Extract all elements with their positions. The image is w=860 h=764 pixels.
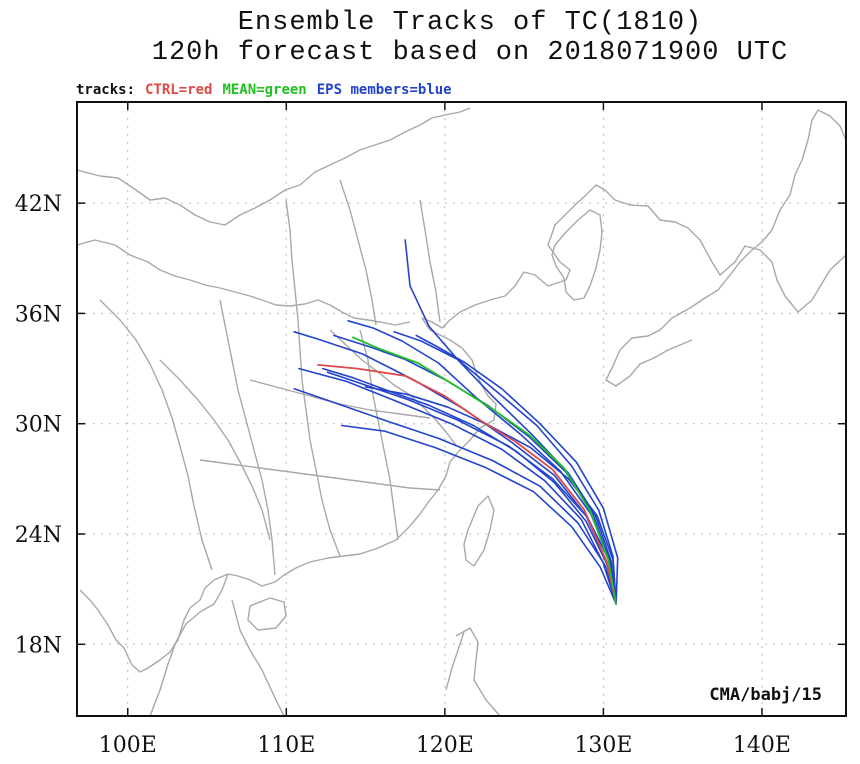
- coastline-japan-kyushu: [619, 109, 846, 351]
- legend-label: tracks:: [76, 82, 136, 98]
- eps-member-track-1: [404, 239, 617, 605]
- lon-tick-label: 120E: [416, 733, 474, 758]
- legend-eps: EPS members=blue: [316, 82, 452, 98]
- eps-member-track-12: [322, 367, 617, 605]
- lat-tick-label: 30N: [15, 413, 62, 438]
- coastline-japan-west: [605, 339, 693, 387]
- chart-title-line1: Ensemble Tracks of TC(1810): [237, 8, 703, 38]
- tracks-legend: tracks: CTRL=red MEAN=green EPS members=blu…: [76, 82, 462, 98]
- coastline-indochina: [149, 573, 285, 716]
- axis-ticks: 100E 110E 120E 130E 140E 18N 24N 30N 36N 42N: [15, 102, 846, 758]
- coastlines-and-borders: [77, 107, 846, 716]
- legend-ctrl: CTRL=red: [145, 82, 213, 98]
- lon-tick-label: 130E: [574, 733, 632, 758]
- lat-tick-label: 36N: [15, 302, 62, 327]
- eps-member-track-11: [364, 386, 617, 605]
- lat-tick-label: 24N: [15, 523, 62, 548]
- lat-tick-label: 18N: [15, 633, 62, 658]
- coastline-mainland: [79, 184, 846, 673]
- lon-tick-label: 110E: [257, 733, 315, 758]
- lon-tick-label: 100E: [99, 733, 157, 758]
- track-lines: [293, 239, 619, 605]
- eps-member-track-7: [393, 331, 617, 605]
- mean-track: [352, 336, 617, 605]
- credit-label: CMA/babj/15: [709, 685, 822, 705]
- eps-member-track-6: [341, 424, 617, 605]
- map-background: [77, 102, 846, 716]
- eps-member-track-5: [293, 388, 617, 605]
- chart-title-line2: 120h forecast based on 2018071900 UTC: [151, 38, 789, 68]
- grid-lines: [77, 102, 846, 716]
- map-frame: [76, 101, 847, 717]
- eps-member-track-4: [298, 367, 617, 605]
- coastline-taiwan: [463, 495, 495, 567]
- coastline-hainan: [247, 597, 287, 631]
- lon-tick-label: 140E: [733, 733, 791, 758]
- coastline-luzon: [445, 627, 501, 716]
- lat-tick-label: 42N: [15, 192, 62, 217]
- coastline-korea: [551, 209, 603, 301]
- eps-member-track-9: [415, 334, 619, 605]
- legend-mean: MEAN=green: [222, 82, 307, 98]
- ctrl-track: [317, 364, 617, 605]
